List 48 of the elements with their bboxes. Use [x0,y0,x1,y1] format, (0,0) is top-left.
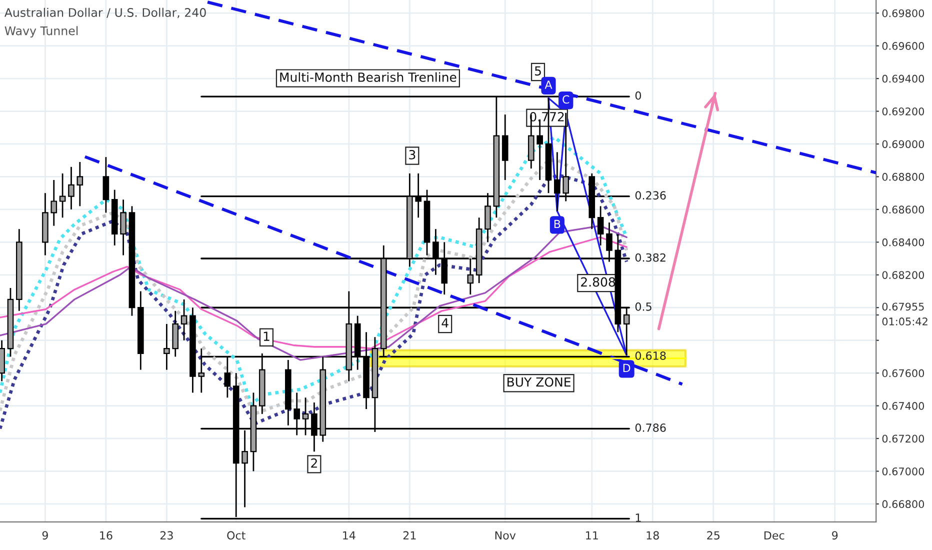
annotation: 2.808 [581,277,616,287]
y-tick-label: 0.67600 [882,369,924,378]
x-tick-label: 23 [160,531,173,540]
data-label: C [562,95,570,104]
y-tick-label: 0.69000 [882,140,924,148]
y-tick-label: 0.68600 [882,206,924,214]
y-tick-label: 0.67400 [882,402,924,410]
data-label: B [554,220,560,228]
y-tick-label: 0.68200 [882,271,924,279]
x-tick-label: Nov [495,531,516,540]
series-label: 0.236 [635,191,666,200]
series-label: 0 [635,91,642,100]
series-label: 0.382 [635,253,666,262]
y-tick-label: 0.67955 01:05:42 [882,302,928,326]
y-tick-label: 0.67000 [882,467,924,476]
x-tick-label: 14 [343,531,356,540]
series-label: 0.618 [635,352,666,360]
y-tick-label: 0.68400 [882,238,924,246]
text: Australian Dollar / U.S. Dollar, 240 [4,8,206,18]
annotation: 4 [442,318,448,328]
annotation: 5 [535,66,541,76]
x-tick-label: Dec [764,531,784,540]
x-tick-label: 11 [586,531,598,540]
series-label: 0.786 [635,424,666,432]
x-tick-label: 18 [646,531,659,540]
y-tick-label: 0.69800 [882,9,924,18]
y-tick-label: 0.69200 [882,107,924,116]
y-tick-label: 0.69600 [882,42,924,50]
annotation: Multi-Month Bearish Trenline [280,72,456,82]
annotation: 3 [409,150,416,160]
data-label: D [623,364,630,372]
annotation: BUY ZONE [508,377,570,387]
y-tick-label: 0.68800 [882,172,924,181]
x-tick-label: 16 [100,531,112,540]
series-label: 1 [636,514,641,522]
x-tick-label: 21 [403,531,416,540]
annotation: 2 [311,458,317,468]
x-tick-label: 9 [42,531,48,540]
y-tick-label: 0.67200 [882,434,924,443]
annotation: 1 [264,332,270,341]
y-tick-label: 0.66800 [882,500,924,508]
x-tick-label: 25 [707,531,720,540]
y-tick-label: 0.69400 [882,74,924,83]
data-label: A [544,80,552,89]
text: Wavy Tunnel [4,26,78,38]
series-label: 0.5 [635,302,652,311]
x-tick-label: Oct [227,531,246,540]
x-tick-label: 9 [832,531,838,540]
